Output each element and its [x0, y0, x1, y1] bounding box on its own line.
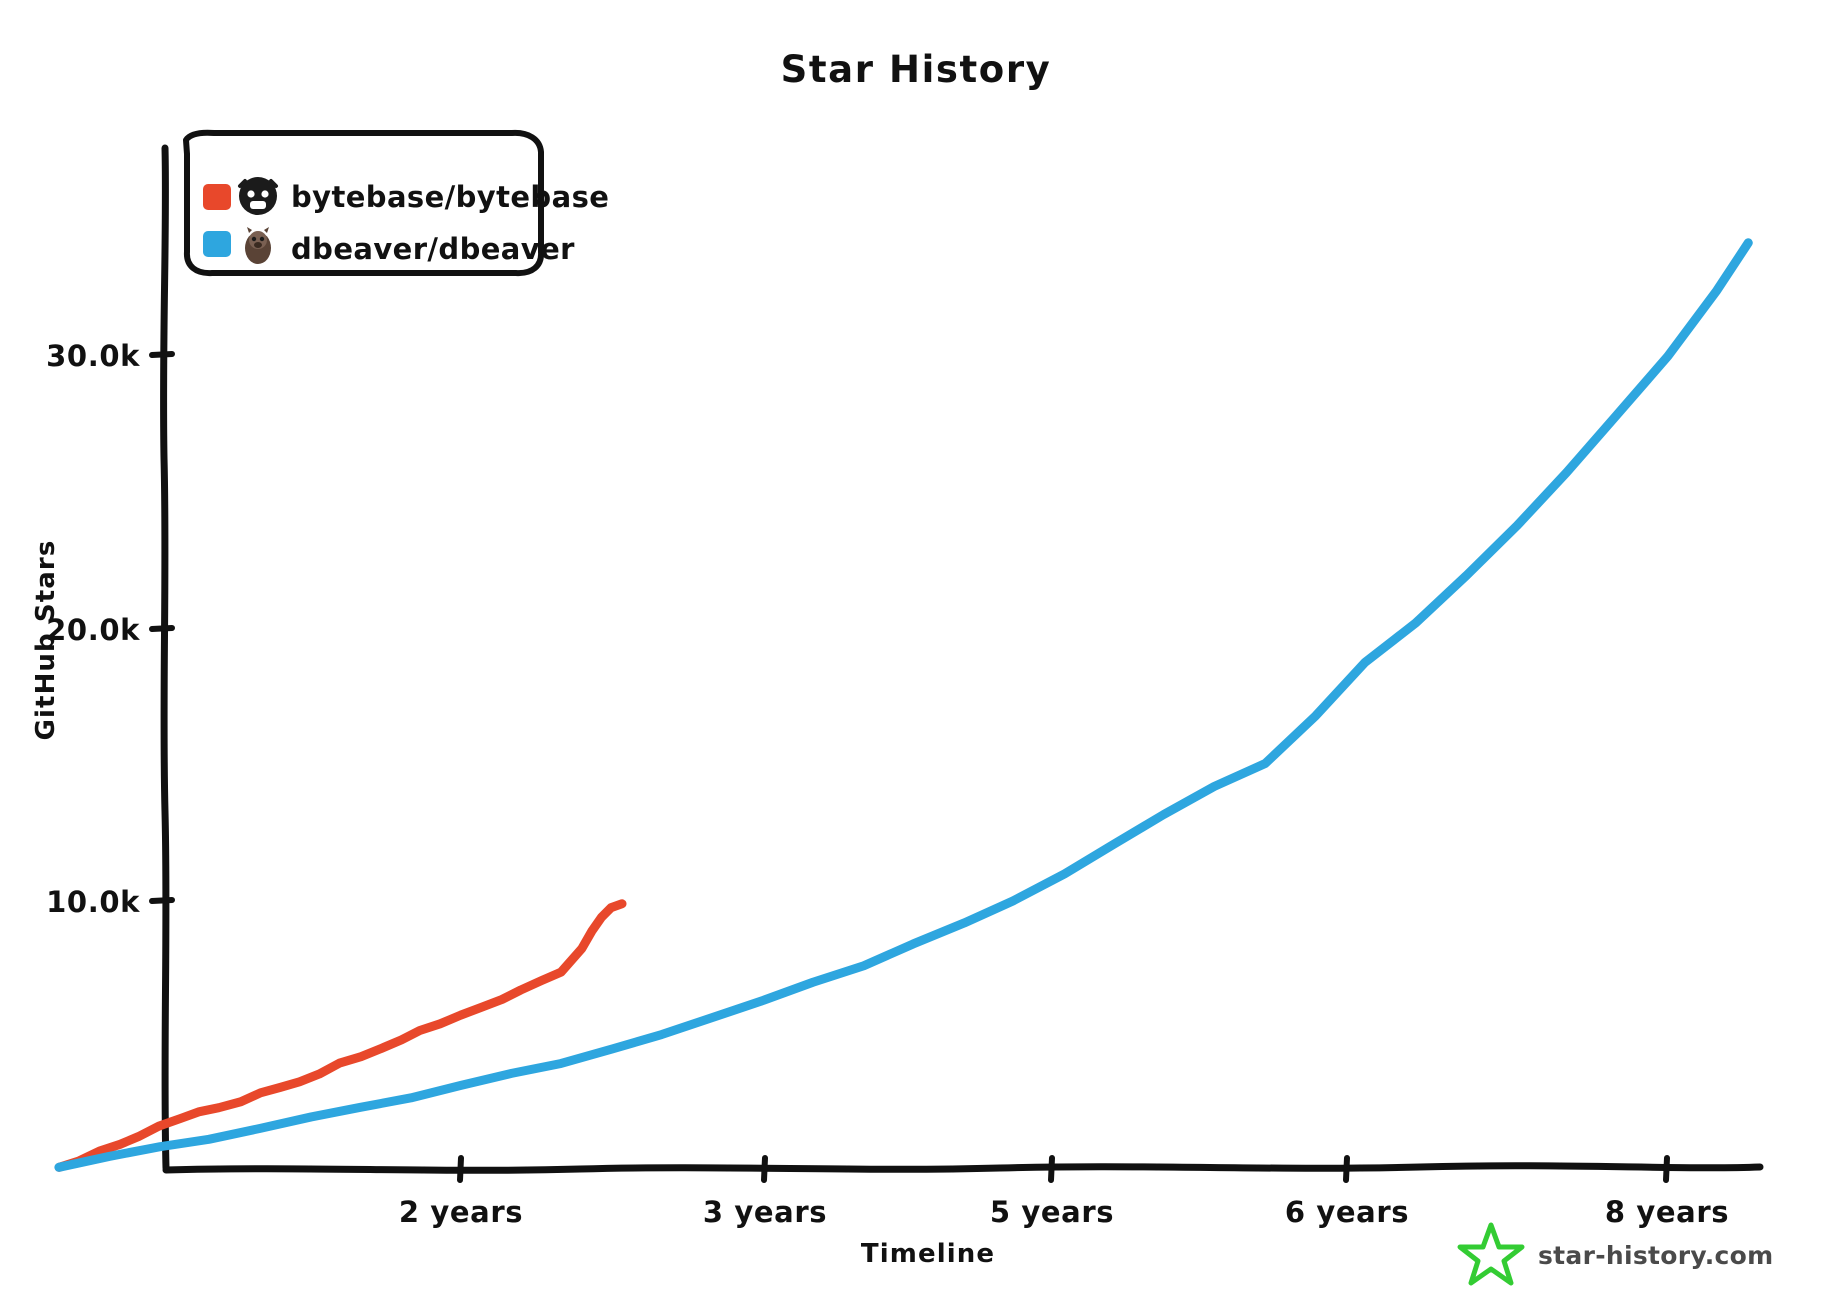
legend-color-swatch: [203, 231, 231, 257]
chart-title: Star History: [781, 48, 1052, 91]
legend-label-dbeaver: dbeaver/dbeaver: [291, 232, 575, 266]
star-history-logo-icon: [1457, 1222, 1525, 1286]
series-line-dbeaver: [54, 238, 1753, 1172]
legend-label-bytebase: bytebase/bytebase: [291, 180, 609, 214]
github-avatar-icon: [238, 177, 278, 215]
legend-item-bytebase[interactable]: bytebase/bytebase: [203, 177, 609, 215]
x-tick-label-3years: 3 years: [703, 1195, 827, 1229]
x-tick-5years: [1048, 1155, 1055, 1183]
legend-color-swatch: [203, 184, 231, 210]
star-glyph: [1457, 1222, 1525, 1286]
series-lines: [54, 238, 1753, 1172]
y-axis-line: [160, 144, 170, 1172]
watermark[interactable]: star-history.com: [1457, 1222, 1773, 1286]
y-axis-title: GitHub Stars: [31, 540, 61, 741]
legend[interactable]: bytebase/bytebase dbeaver/dbeaver: [183, 129, 609, 277]
x-axis-line: [162, 1162, 1764, 1174]
legend-item-dbeaver[interactable]: dbeaver/dbeaver: [203, 227, 575, 266]
watermark-label: star-history.com: [1538, 1241, 1773, 1270]
x-tick-8years: [1663, 1155, 1670, 1183]
y-tick-label-30k: 30.0k: [46, 339, 140, 373]
x-tick-6years: [1343, 1155, 1350, 1183]
x-axis-title: Timeline: [861, 1239, 995, 1269]
x-tick-label-8years: 8 years: [1605, 1195, 1729, 1229]
y-tick-10k: [149, 897, 175, 904]
y-tick-30k: [149, 351, 175, 358]
x-tick-label-5years: 5 years: [990, 1195, 1114, 1229]
legend-border: [183, 129, 545, 277]
y-tick-label-10k: 10.0k: [46, 885, 140, 919]
x-tick-label-6years: 6 years: [1285, 1195, 1409, 1229]
beaver-avatar-icon: [245, 227, 271, 264]
y-tick-label-20k: 20.0k: [46, 613, 140, 647]
y-tick-20k: [149, 625, 175, 632]
x-tick-3years: [761, 1155, 768, 1183]
series-line-bytebase: [54, 899, 627, 1172]
x-tick-2years: [457, 1155, 464, 1183]
x-tick-label-2years: 2 years: [399, 1195, 523, 1229]
